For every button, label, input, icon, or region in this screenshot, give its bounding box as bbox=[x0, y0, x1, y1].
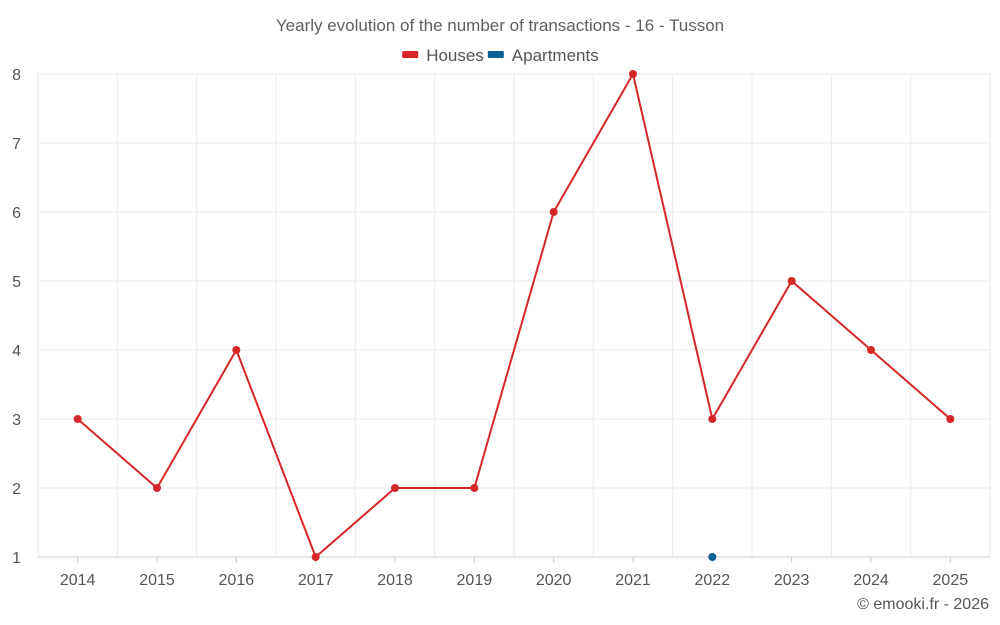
y-tick-label: 5 bbox=[12, 274, 21, 291]
series-houses bbox=[73, 70, 955, 561]
x-tick-label: 2018 bbox=[377, 572, 413, 589]
y-tick-label: 1 bbox=[12, 550, 21, 567]
y-tick-label: 7 bbox=[12, 136, 21, 153]
y-tick-label: 3 bbox=[12, 412, 21, 429]
y-tick-label: 8 bbox=[12, 67, 21, 84]
y-tick-label: 4 bbox=[12, 343, 21, 360]
x-tick-label: 2016 bbox=[219, 572, 255, 589]
legend-item-apartments[interactable]: Apartments bbox=[487, 46, 599, 65]
data-point[interactable] bbox=[470, 484, 479, 492]
series-layer bbox=[73, 70, 955, 561]
series-apartments bbox=[708, 553, 717, 561]
legend-label: Houses bbox=[426, 46, 484, 65]
x-tick-label: 2023 bbox=[774, 572, 810, 589]
data-point[interactable] bbox=[232, 346, 241, 354]
series-line bbox=[77, 73, 951, 558]
x-axis: 2014 2015 2016 2017 2018 2019 2020 2021 2022 2023… bbox=[60, 557, 968, 589]
x-tick-label: 2014 bbox=[60, 572, 96, 589]
data-point[interactable] bbox=[787, 277, 796, 285]
y-axis: 1 2 3 4 5 6 7 8 bbox=[12, 67, 21, 567]
legend-swatch bbox=[402, 51, 419, 58]
legend-item-houses[interactable]: Houses bbox=[402, 46, 484, 65]
data-point[interactable] bbox=[391, 484, 399, 492]
data-point[interactable] bbox=[629, 70, 637, 78]
data-point[interactable] bbox=[867, 346, 875, 354]
legend-swatch bbox=[487, 51, 504, 58]
x-tick-label: 2019 bbox=[457, 572, 493, 589]
data-point[interactable] bbox=[73, 415, 82, 423]
credit-text: © emooki.fr - 2026 bbox=[857, 596, 989, 613]
x-tick-label: 2025 bbox=[933, 572, 969, 589]
chart-grid bbox=[37, 73, 991, 558]
data-point[interactable] bbox=[946, 415, 955, 423]
data-point[interactable] bbox=[708, 415, 717, 423]
x-tick-label: 2015 bbox=[139, 572, 175, 589]
data-point[interactable] bbox=[708, 553, 717, 561]
x-tick-label: 2017 bbox=[298, 572, 334, 589]
data-point[interactable] bbox=[153, 484, 161, 492]
x-tick-label: 2022 bbox=[695, 572, 731, 589]
y-tick-label: 6 bbox=[12, 205, 21, 222]
chart-title: Yearly evolution of the number of transa… bbox=[276, 16, 724, 35]
x-tick-label: 2021 bbox=[615, 572, 651, 589]
x-tick-label: 2020 bbox=[536, 572, 572, 589]
data-point[interactable] bbox=[311, 553, 320, 561]
x-tick-label: 2024 bbox=[853, 572, 889, 589]
y-tick-label: 2 bbox=[12, 481, 21, 498]
legend-label: Apartments bbox=[512, 46, 599, 65]
data-point[interactable] bbox=[549, 208, 558, 216]
chart-legend: Houses Apartments bbox=[402, 46, 599, 65]
